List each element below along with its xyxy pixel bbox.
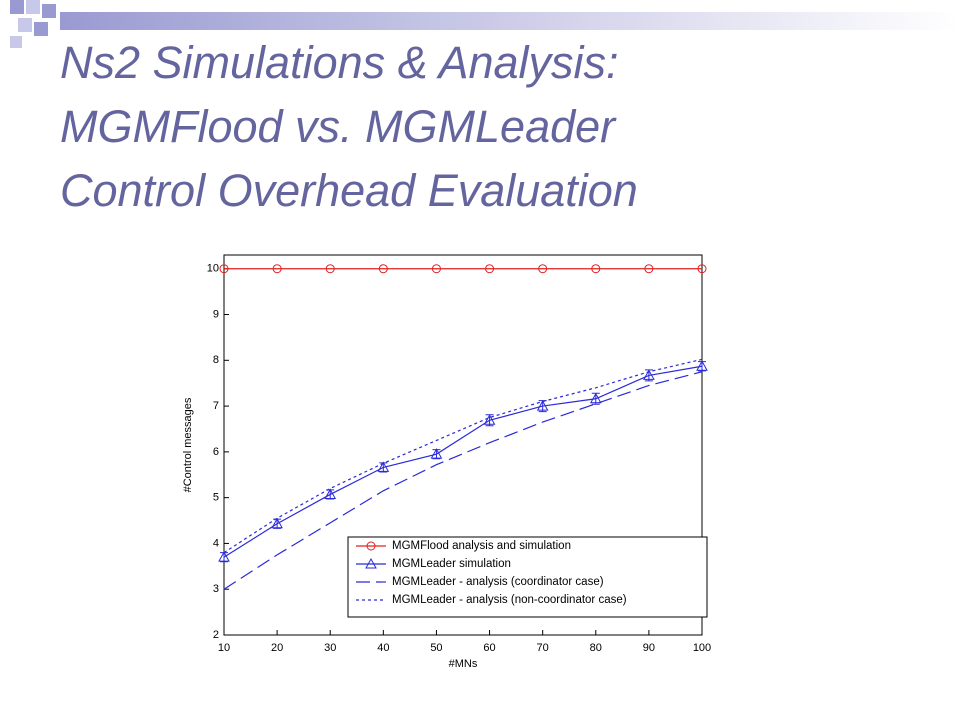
- marker: [378, 264, 388, 274]
- x-tick-label: 30: [324, 642, 336, 654]
- y-axis-label: #Control messages: [182, 397, 194, 492]
- slide-title-line: MGMFlood vs. MGMLeader: [60, 101, 617, 152]
- y-tick-label: 7: [213, 400, 219, 412]
- deco-square: [10, 36, 22, 48]
- marker: [431, 264, 441, 274]
- x-tick-label: 70: [537, 642, 549, 654]
- legend-label: MGMFlood analysis and simulation: [392, 540, 571, 552]
- y-tick-label: 2: [213, 629, 219, 641]
- marker: [430, 448, 443, 459]
- x-tick-label: 60: [483, 642, 495, 654]
- marker: [324, 488, 337, 499]
- legend-marker: [366, 541, 376, 551]
- x-tick-label: 80: [590, 642, 602, 654]
- marker: [643, 369, 655, 380]
- marker: [644, 264, 654, 274]
- y-tick-label: 4: [213, 537, 219, 549]
- x-tick-label: 10: [218, 642, 230, 654]
- deco-square: [26, 0, 40, 14]
- deco-square: [42, 4, 56, 18]
- marker: [218, 551, 230, 562]
- deco-square: [10, 0, 24, 14]
- x-tick-label: 40: [377, 642, 389, 654]
- x-tick-label: 50: [430, 642, 442, 654]
- x-tick-label: 100: [693, 642, 711, 654]
- legend-box: [347, 536, 708, 618]
- marker: [591, 264, 601, 274]
- legend-label: MGMLeader simulation: [392, 558, 511, 570]
- y-tick-label: 8: [213, 354, 219, 366]
- y-tick-label: 5: [213, 492, 219, 504]
- marker: [483, 414, 496, 425]
- legend-label: MGMLeader - analysis (non-coordinator ca…: [392, 594, 627, 606]
- slide-title-line: Control Overhead Evaluation: [60, 165, 638, 216]
- y-tick-label: 3: [213, 583, 219, 595]
- marker: [589, 392, 602, 404]
- marker: [485, 264, 495, 274]
- series-line: [223, 371, 703, 590]
- x-tick-label: 20: [271, 642, 283, 654]
- marker: [272, 264, 282, 274]
- marker: [696, 360, 708, 371]
- marker: [219, 264, 229, 274]
- legend-label: MGMLeader - analysis (coordinator case): [392, 576, 604, 588]
- deco-square: [18, 18, 32, 32]
- marker: [271, 517, 283, 529]
- header-bar: [60, 12, 960, 30]
- y-tick-label: 6: [213, 446, 219, 458]
- marker: [536, 400, 549, 411]
- x-axis-label: #MNs: [449, 658, 478, 670]
- marker: [325, 264, 335, 274]
- series-line: [223, 365, 703, 558]
- x-tick-label: 90: [643, 642, 655, 654]
- slide-title-line: Ns2 Simulations & Analysis:: [60, 37, 619, 88]
- y-tick-label: 9: [213, 308, 219, 320]
- marker: [538, 264, 548, 274]
- marker: [377, 461, 390, 472]
- legend-marker: [365, 557, 377, 569]
- marker: [697, 264, 707, 274]
- deco-square: [34, 22, 48, 36]
- y-tick-label: 10: [207, 263, 219, 275]
